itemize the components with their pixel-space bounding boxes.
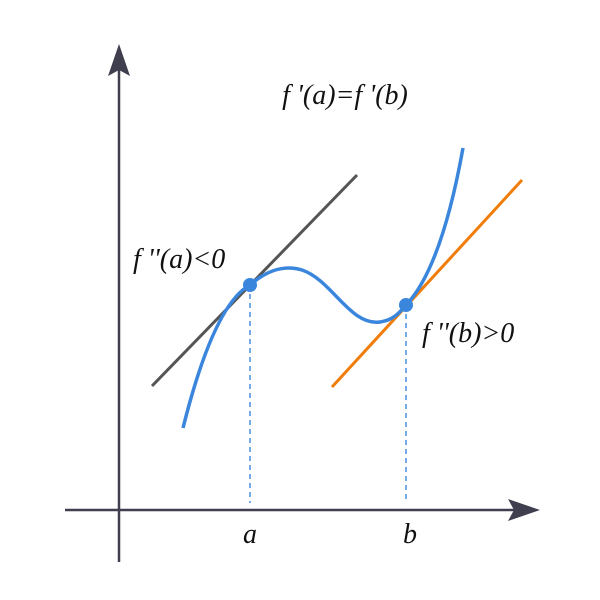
x-axis-arrow [508,499,540,521]
label-a: f ''(a)<0 [133,244,225,275]
point-b [399,298,413,312]
tangent-b [330,178,524,389]
tick-a: a [243,519,257,550]
curve [181,147,465,429]
point-a [243,278,257,292]
label-b: f ''(b)>0 [422,318,514,349]
y-axis-arrow [108,44,130,76]
title: f '(a)=f '(b) [282,80,408,111]
tick-b: b [403,519,417,550]
